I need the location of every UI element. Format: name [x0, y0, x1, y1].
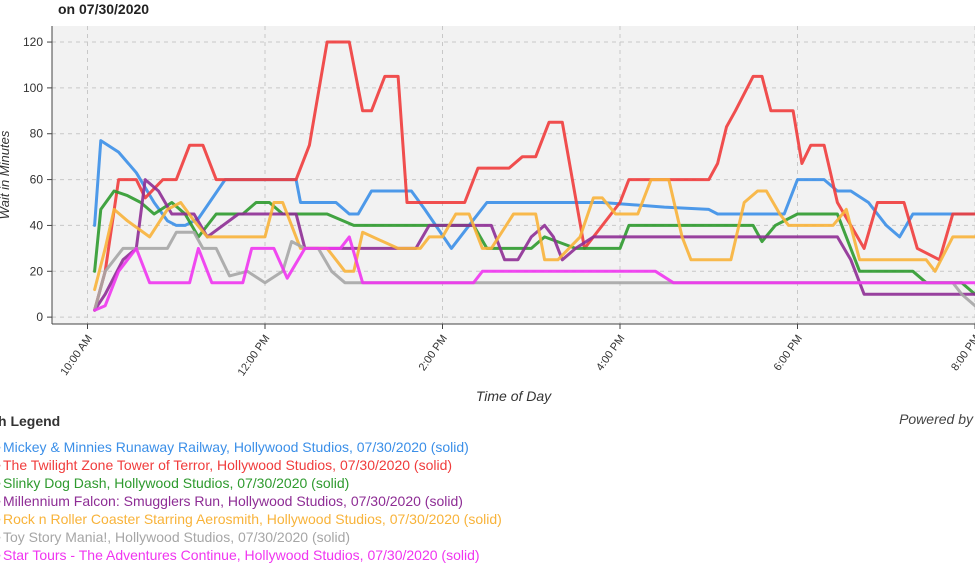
- y-tick-label: 0: [36, 310, 43, 324]
- legend-item-label: Rock n Roller Coaster Starring Aerosmith…: [3, 511, 502, 527]
- y-tick-label: 80: [30, 127, 44, 141]
- legend-item: •Millennium Falcon: Smugglers Run, Holly…: [0, 492, 502, 510]
- chart-title: on 07/30/2020: [58, 1, 150, 17]
- legend-bullet-icon: •: [0, 528, 3, 546]
- line-chart: 0 20 40 60 80 100 120 10:00 AM 12:00 PM 2:00 PM 4:…: [0, 26, 975, 404]
- x-tick-label: 4:00 PM: [594, 333, 627, 373]
- legend-item: •Toy Story Mania!, Hollywood Studios, 07…: [0, 528, 502, 546]
- x-tick-label: 10:00 AM: [58, 333, 94, 378]
- y-tick-label: 20: [30, 264, 44, 278]
- legend-bullet-icon: •: [0, 492, 3, 510]
- legend-bullet-icon: •: [0, 546, 3, 564]
- legend: •Mickey & Minnies Runaway Railway, Holly…: [0, 438, 502, 564]
- legend-item: •Star Tours - The Adventures Continue, H…: [0, 546, 502, 564]
- legend-item-label: Toy Story Mania!, Hollywood Studios, 07/…: [3, 529, 351, 545]
- legend-item: •Rock n Roller Coaster Starring Aerosmit…: [0, 510, 502, 528]
- x-tick-label: 2:00 PM: [417, 333, 450, 373]
- plot-area: [52, 26, 975, 324]
- series-line-5: [93, 178, 975, 292]
- x-tick-label: 6:00 PM: [772, 333, 805, 373]
- y-tick-label: 120: [23, 35, 43, 49]
- legend-bullet-icon: •: [0, 510, 3, 528]
- legend-title: h Legend: [0, 413, 61, 429]
- legend-item: •The Twilight Zone Tower of Terror, Holl…: [0, 456, 502, 474]
- legend-item: •Slinky Dog Dash, Hollywood Studios, 07/…: [0, 474, 502, 492]
- y-axis-label: Wait in Minutes: [0, 130, 12, 219]
- legend-bullet-icon: •: [0, 456, 3, 474]
- y-tick-label: 60: [30, 173, 44, 187]
- x-tick-label: 8:00 PM: [949, 333, 975, 373]
- powered-by: Powered by: [899, 411, 973, 427]
- legend-item-label: The Twilight Zone Tower of Terror, Holly…: [3, 457, 453, 473]
- y-tick-label: 100: [23, 81, 43, 95]
- legend-item-label: Millennium Falcon: Smugglers Run, Hollyw…: [3, 493, 463, 509]
- series-line-7: [93, 235, 975, 312]
- legend-bullet-icon: •: [0, 474, 3, 492]
- legend-item: •Mickey & Minnies Runaway Railway, Holly…: [0, 438, 502, 456]
- legend-item-label: Mickey & Minnies Runaway Railway, Hollyw…: [3, 439, 469, 455]
- y-tick-label: 40: [30, 218, 44, 232]
- series-line-4: [93, 178, 975, 312]
- x-tick-label: 12:00 PM: [236, 333, 273, 378]
- series-line-2: [93, 40, 975, 312]
- legend-item-label: Star Tours - The Adventures Continue, Ho…: [3, 547, 480, 563]
- legend-bullet-icon: •: [0, 438, 3, 456]
- x-axis-label: Time of Day: [476, 388, 552, 404]
- legend-item-label: Slinky Dog Dash, Hollywood Studios, 07/3…: [3, 475, 350, 491]
